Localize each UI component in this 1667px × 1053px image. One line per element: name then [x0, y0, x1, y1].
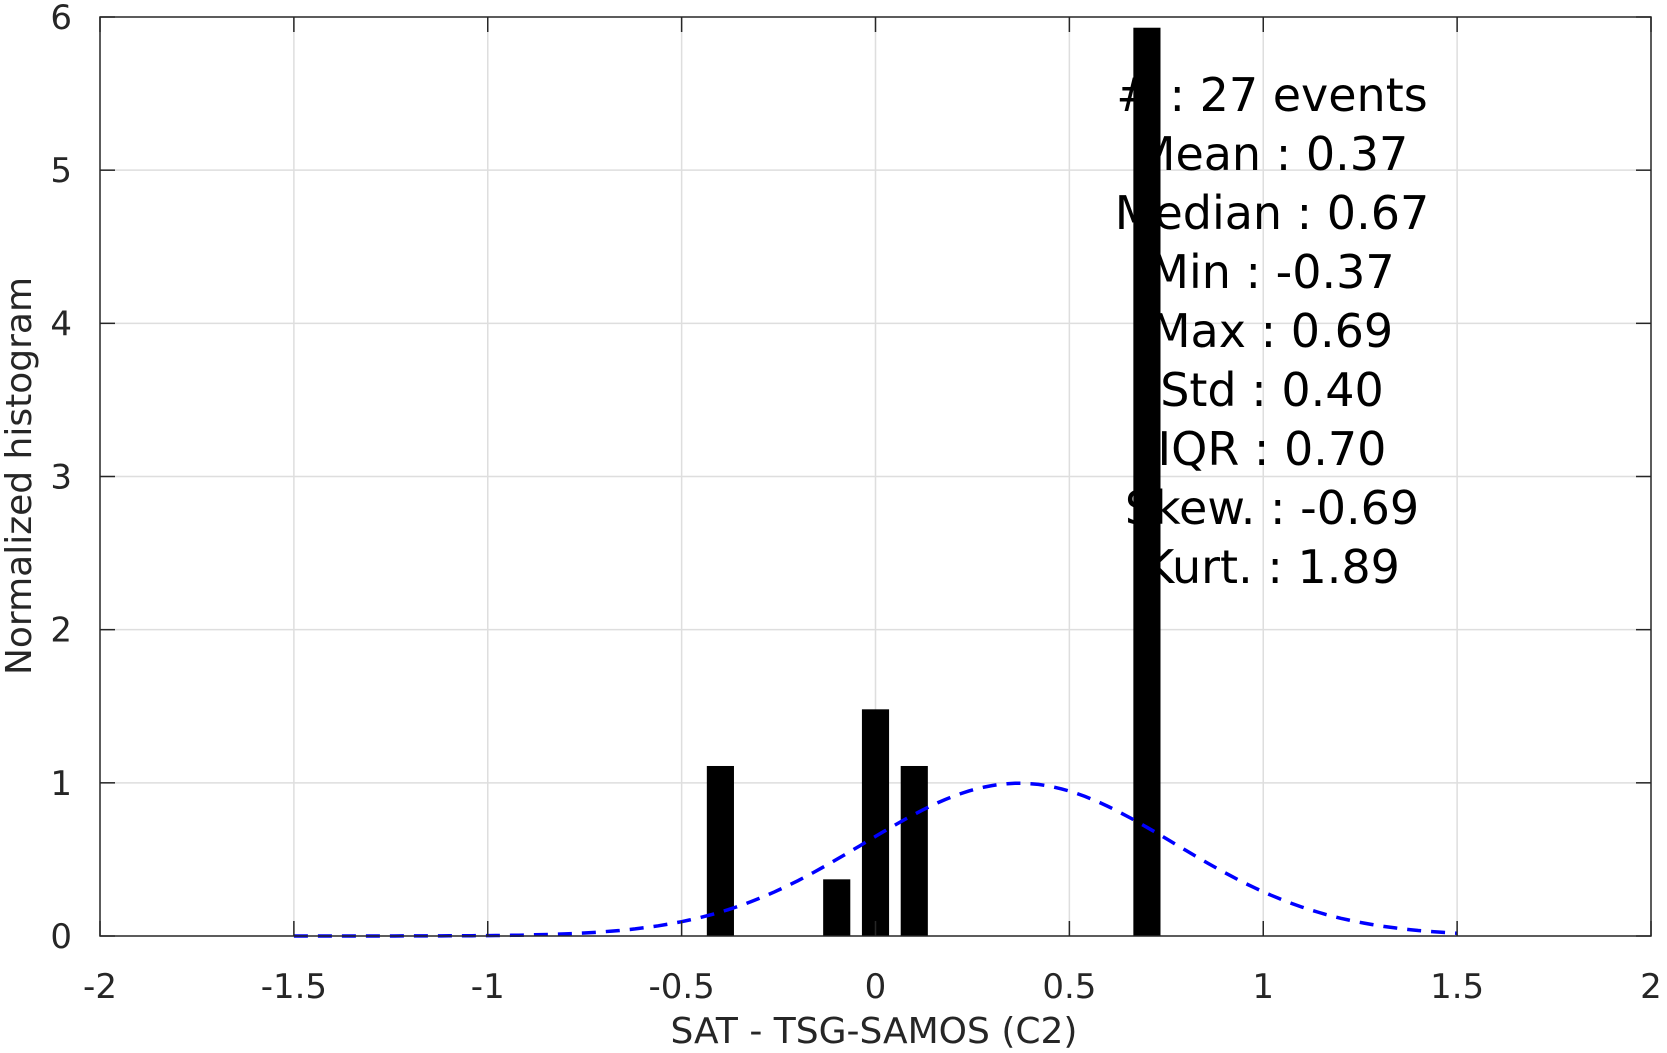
x-tick-label-5: 0.5 [1042, 967, 1096, 1007]
y-tick-labels: 0 1 2 3 4 5 6 [50, 0, 72, 957]
x-tick-label-0: -2 [83, 967, 117, 1007]
y-tick-label-0: 0 [50, 917, 72, 957]
histogram-bar-3 [900, 765, 928, 936]
axes [99, 16, 1652, 937]
stats-line-7: Skew. : -0.69 [1125, 481, 1419, 535]
stats-line-6: IQR : 0.70 [1158, 422, 1387, 476]
histogram-bar-2 [861, 709, 890, 936]
x-tick-label-2: -1 [471, 967, 505, 1007]
stats-line-1: Mean : 0.37 [1136, 127, 1409, 181]
stats-line-2: Median : 0.67 [1115, 186, 1429, 240]
bars [706, 27, 1161, 936]
histogram-bar-1 [823, 879, 851, 936]
x-axis-label: SAT - TSG-SAMOS (C2) [671, 1011, 1078, 1052]
y-tick-label-3: 3 [50, 458, 72, 498]
x-tick-label-1: -1.5 [261, 967, 327, 1007]
x-tick-label-3: -0.5 [648, 967, 714, 1007]
x-tick-label-6: 1 [1252, 967, 1274, 1007]
stats-line-0: # : 27 events [1116, 68, 1427, 122]
stats-line-4: Max : 0.69 [1151, 304, 1393, 358]
x-tick-label-7: 1.5 [1430, 967, 1484, 1007]
y-tick-label-6: 6 [50, 0, 72, 38]
x-tick-labels: -2 -1.5 -1 -0.5 0 0.5 1 1.5 2 [83, 967, 1662, 1007]
y-tick-label-5: 5 [50, 151, 72, 191]
stats-line-5: Std : 0.40 [1160, 363, 1384, 417]
stats-line-8: Kurt. : 1.89 [1144, 540, 1400, 594]
y-tick-label-4: 4 [50, 304, 72, 344]
x-tick-label-8: 2 [1640, 967, 1662, 1007]
y-tick-label-1: 1 [50, 764, 72, 804]
y-axis-label: Normalized histogram [0, 277, 40, 675]
y-tick-label-2: 2 [50, 611, 72, 651]
histogram-bar-4 [1133, 27, 1161, 936]
grid [100, 17, 1651, 936]
stats-line-3: Min : -0.37 [1149, 245, 1394, 299]
x-tick-label-4: 0 [865, 967, 887, 1007]
